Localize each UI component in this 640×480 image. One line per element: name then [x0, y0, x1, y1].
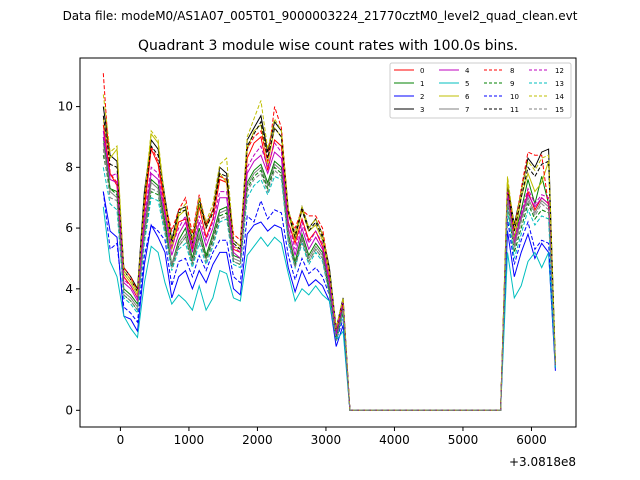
- y-tick-label: 6: [65, 221, 73, 235]
- legend-label-10: 10: [510, 93, 519, 101]
- x-tick-label: 6000: [516, 433, 547, 447]
- legend-label-8: 8: [510, 67, 514, 75]
- legend-label-9: 9: [510, 80, 514, 88]
- x-tick-label: 0: [117, 433, 125, 447]
- legend-label-11: 11: [510, 106, 519, 114]
- y-tick-label: 2: [65, 343, 73, 357]
- legend-label-2: 2: [420, 93, 424, 101]
- legend-label-5: 5: [465, 80, 469, 88]
- y-tick-label: 0: [65, 403, 73, 417]
- legend-label-1: 1: [420, 80, 424, 88]
- legend-label-6: 6: [465, 93, 470, 101]
- plot-area: [102, 73, 556, 411]
- legend-label-12: 12: [555, 67, 564, 75]
- legend-label-15: 15: [555, 106, 564, 114]
- legend-label-13: 13: [555, 80, 564, 88]
- series-line-15: [102, 149, 556, 411]
- legend-label-3: 3: [420, 106, 424, 114]
- y-tick-label: 10: [58, 100, 73, 114]
- y-tick-label: 4: [65, 282, 73, 296]
- x-tick-label: 4000: [379, 433, 410, 447]
- y-tick-label: 8: [65, 160, 73, 174]
- legend-label-14: 14: [555, 93, 564, 101]
- legend-box: [389, 62, 572, 119]
- y-axis: 0 2 4 6 8 10: [58, 100, 80, 417]
- x-tick-label: 2000: [242, 433, 273, 447]
- suptitle: Data file: modeM0/AS1A07_005T01_90000032…: [63, 9, 578, 23]
- chart-title: Quadrant 3 module wise count rates with …: [138, 38, 518, 54]
- series-line-9: [102, 155, 556, 411]
- legend-label-7: 7: [465, 106, 469, 114]
- x-tick-label: 1000: [174, 433, 205, 447]
- legend-label-4: 4: [465, 67, 470, 75]
- legend-label-0: 0: [420, 67, 424, 75]
- x-axis: 0 1000 2000 3000 4000 5000 6000: [117, 427, 547, 447]
- x-tick-label: 5000: [448, 433, 479, 447]
- axes-frame: [79, 57, 577, 428]
- x-offset-label: +3.0818e8: [509, 455, 576, 469]
- x-tick-label: 3000: [311, 433, 342, 447]
